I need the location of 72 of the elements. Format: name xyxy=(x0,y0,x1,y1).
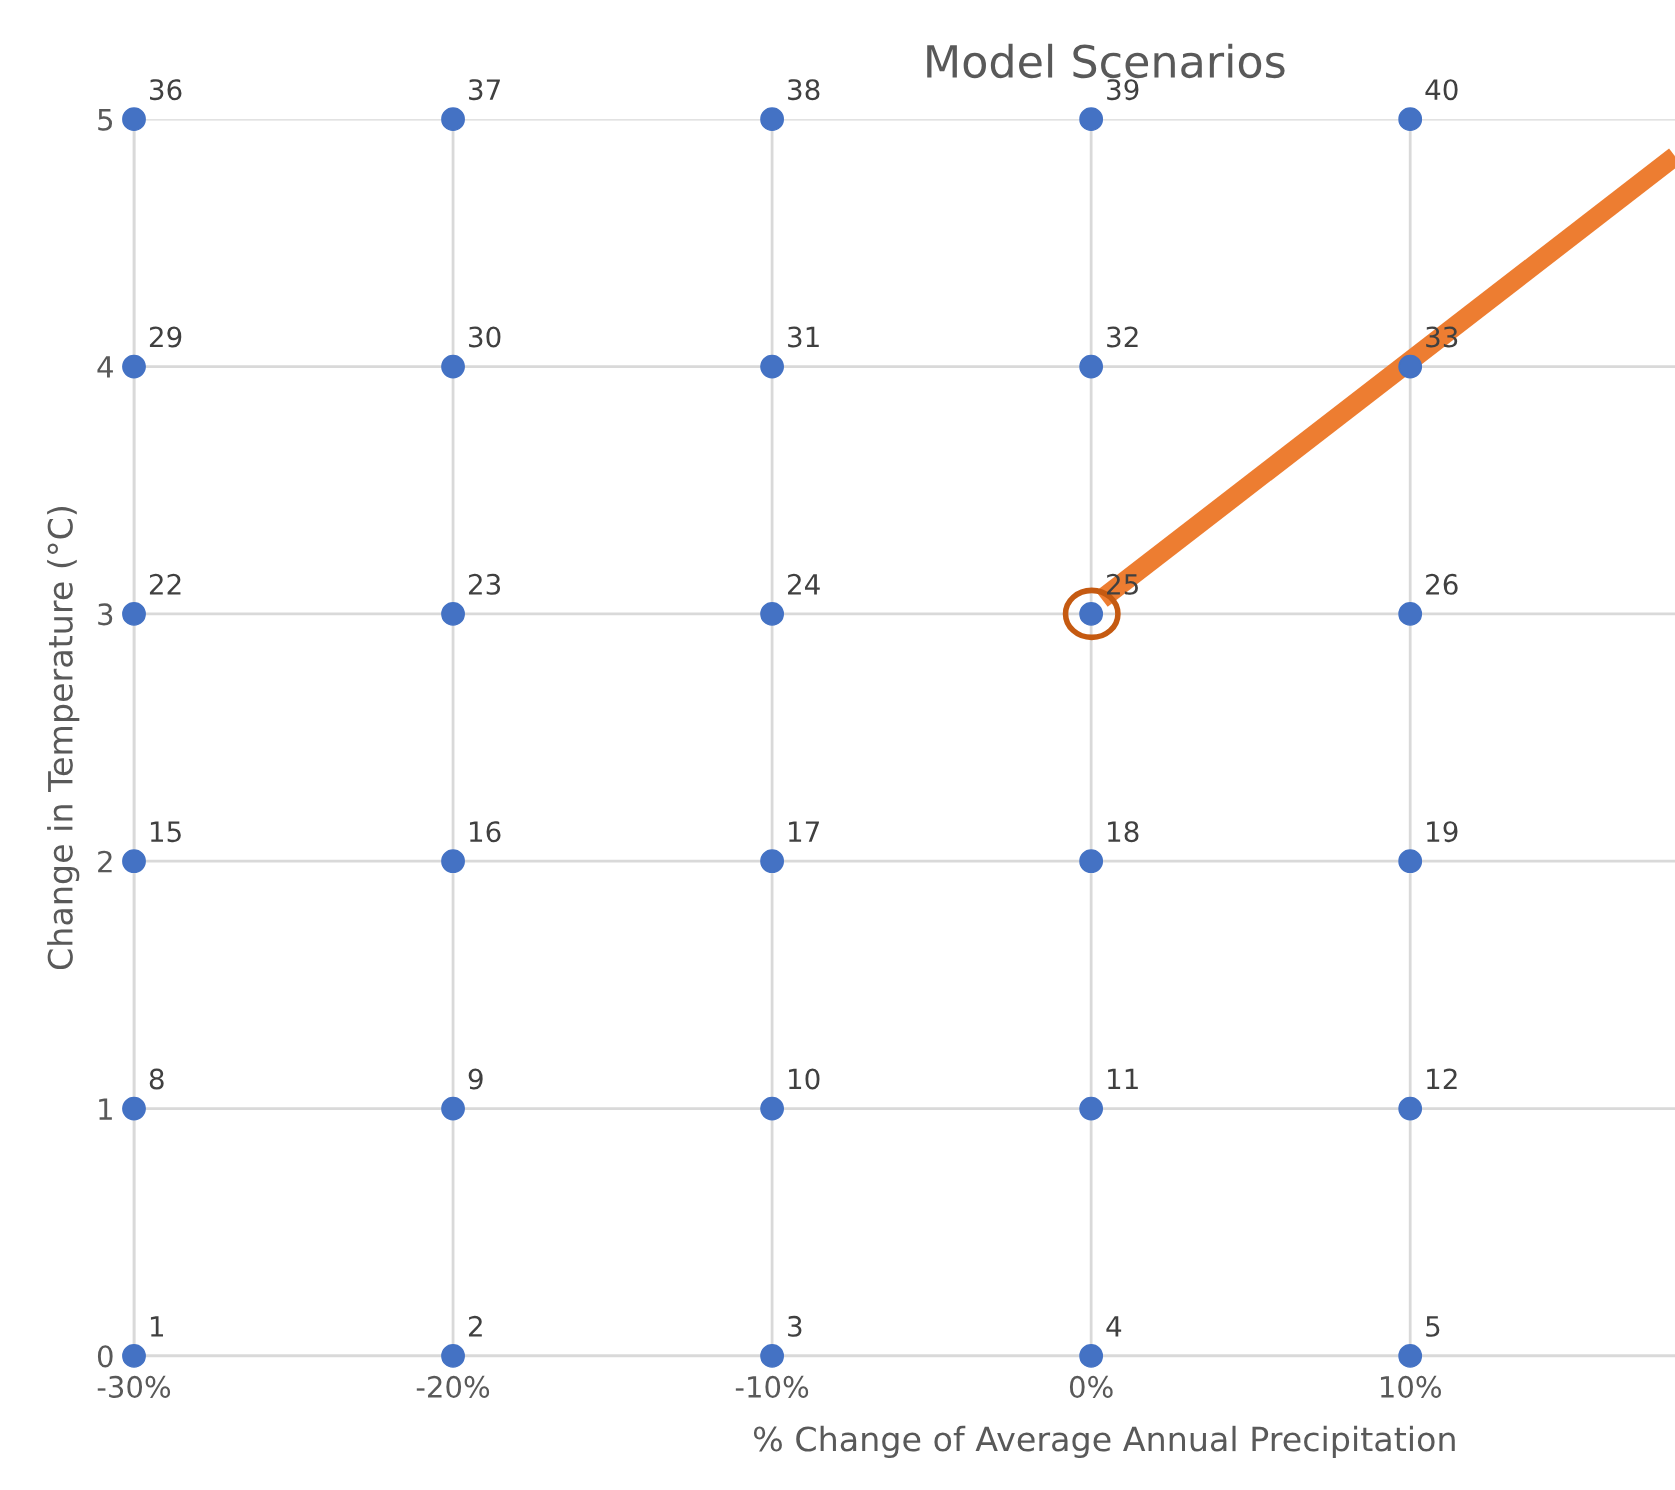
annotation: 9 xyxy=(468,1068,483,1090)
x-tick-label: 10% xyxy=(1380,1375,1441,1398)
point xyxy=(122,354,146,379)
annotation: 4 xyxy=(1106,1316,1122,1337)
annotation: 24 xyxy=(788,573,820,595)
y-tick-label: 3 xyxy=(98,603,113,626)
chart-title: Model Scenarios xyxy=(927,43,1285,79)
annotation: 36 xyxy=(150,79,182,101)
annotation: 11 xyxy=(1108,1068,1138,1090)
x-tick-label: -10% xyxy=(735,1375,809,1398)
y-tick-label: 4 xyxy=(97,356,113,378)
annotation: 8 xyxy=(149,1068,164,1090)
point xyxy=(760,354,784,379)
point xyxy=(441,107,465,132)
annotation: 39 xyxy=(1107,79,1139,101)
point xyxy=(1079,1344,1104,1368)
x-axis-title: % Change of Average Annual Precipitation xyxy=(753,1425,1455,1459)
annotation: 32 xyxy=(1107,326,1138,348)
annotation: 25 xyxy=(1107,573,1138,595)
point xyxy=(760,107,784,132)
annotation: 22 xyxy=(149,573,181,595)
annotation: 29 xyxy=(149,326,182,348)
point xyxy=(441,601,465,626)
annotation: 38 xyxy=(788,79,820,101)
point xyxy=(122,601,146,626)
point xyxy=(760,849,784,874)
annotation: 3 xyxy=(788,1315,802,1337)
annotation: 15 xyxy=(150,821,181,843)
annotation: 19 xyxy=(1427,821,1458,843)
y-axis-title: Change in Temperature (°C) xyxy=(47,506,80,970)
point xyxy=(122,1344,146,1368)
x-tick-label: -20% xyxy=(416,1375,490,1398)
x-tick-label: -30% xyxy=(97,1375,171,1398)
point xyxy=(1398,107,1423,132)
point xyxy=(122,107,146,132)
annotation: 40 xyxy=(1425,79,1458,101)
y-tick-label: 5 xyxy=(98,109,113,131)
point xyxy=(441,1096,465,1121)
point xyxy=(1079,107,1104,132)
annotation: 12 xyxy=(1427,1068,1457,1090)
point xyxy=(760,601,784,626)
point xyxy=(1079,849,1104,874)
annotation: 26 xyxy=(1426,573,1458,595)
point xyxy=(760,1096,784,1121)
annotation: 16 xyxy=(469,821,501,843)
point xyxy=(122,849,146,874)
annotation: 10 xyxy=(789,1068,820,1090)
point xyxy=(1398,1344,1423,1368)
point xyxy=(441,849,465,874)
annotation: 23 xyxy=(468,573,501,595)
annotation: 30 xyxy=(469,326,501,348)
annotation: 31 xyxy=(788,326,819,348)
annotation: 2 xyxy=(468,1315,482,1337)
point xyxy=(441,354,465,379)
point xyxy=(1079,1096,1104,1121)
annotation: 17 xyxy=(789,821,819,842)
point xyxy=(1398,601,1423,626)
point xyxy=(441,1344,465,1368)
point xyxy=(1398,849,1423,874)
annotation: 18 xyxy=(1108,821,1139,843)
annotation: 37 xyxy=(469,79,500,101)
point xyxy=(1398,1096,1423,1121)
y-tick-label: 2 xyxy=(98,850,112,873)
y-tick-label: 1 xyxy=(99,1098,112,1120)
point xyxy=(1079,354,1104,379)
x-tick-label: 0% xyxy=(1069,1375,1113,1398)
point xyxy=(760,1344,784,1368)
y-tick-label: 0 xyxy=(97,1345,113,1368)
annotation: 5 xyxy=(1426,1316,1440,1337)
point xyxy=(1398,354,1423,379)
point xyxy=(122,1096,146,1121)
annotation: 1 xyxy=(150,1316,163,1337)
